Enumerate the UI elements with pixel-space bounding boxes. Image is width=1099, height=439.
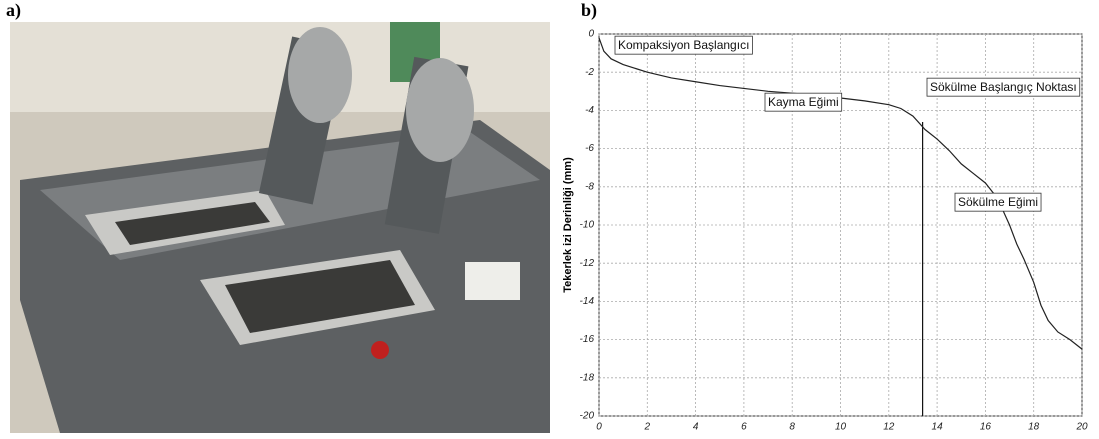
annotation-box [926,77,1081,97]
y-tick-label: -20 [580,411,595,422]
panel-label: b) [581,0,597,21]
y-tick-label: -4 [585,105,594,116]
x-tick-label: 8 [789,422,795,433]
y-axis-label: Tekerlek izi Derinliği (mm) [562,157,574,293]
y-tick-label: -16 [580,334,595,345]
x-tick-label: 16 [980,422,992,433]
x-tick-label: 10 [835,422,847,433]
y-tick-label: -18 [580,372,595,383]
y-tick-label: -6 [585,143,594,154]
y-tick-label: -14 [580,296,595,307]
x-tick-label: 18 [1028,422,1040,433]
x-tick-label: 4 [693,422,699,433]
photo-button [371,341,389,359]
photo-sample [225,260,415,333]
y-tick-label: 0 [588,29,594,40]
photo-sample [115,202,270,245]
panel-label: a) [6,0,21,21]
x-tick-label: 2 [644,422,651,433]
x-tick-label: 12 [883,422,895,433]
photo-wheel [288,27,352,123]
x-tick-label: 6 [741,422,747,433]
x-tick-label: 14 [932,422,944,433]
annotation-box [954,192,1042,212]
annotation-box [614,35,753,55]
y-tick-label: -8 [585,181,594,192]
x-tick-label: 0 [596,422,602,433]
y-tick-label: -2 [585,67,594,78]
annotation-box [764,92,843,112]
annotation: Sökülme Eğimi [958,195,1038,209]
photo-sticker [465,262,520,300]
annotation: Sökülme Başlangıç Noktası [930,80,1077,94]
x-tick-label: 20 [1075,422,1088,433]
y-tick-label: -12 [580,258,595,269]
annotation: Kayma Eğimi [768,95,839,109]
photo-wheel [406,58,474,162]
photo [10,22,550,433]
annotation: Kompaksiyon Başlangıcı [618,38,749,52]
y-tick-label: -10 [580,220,595,231]
data-line [598,37,1083,350]
